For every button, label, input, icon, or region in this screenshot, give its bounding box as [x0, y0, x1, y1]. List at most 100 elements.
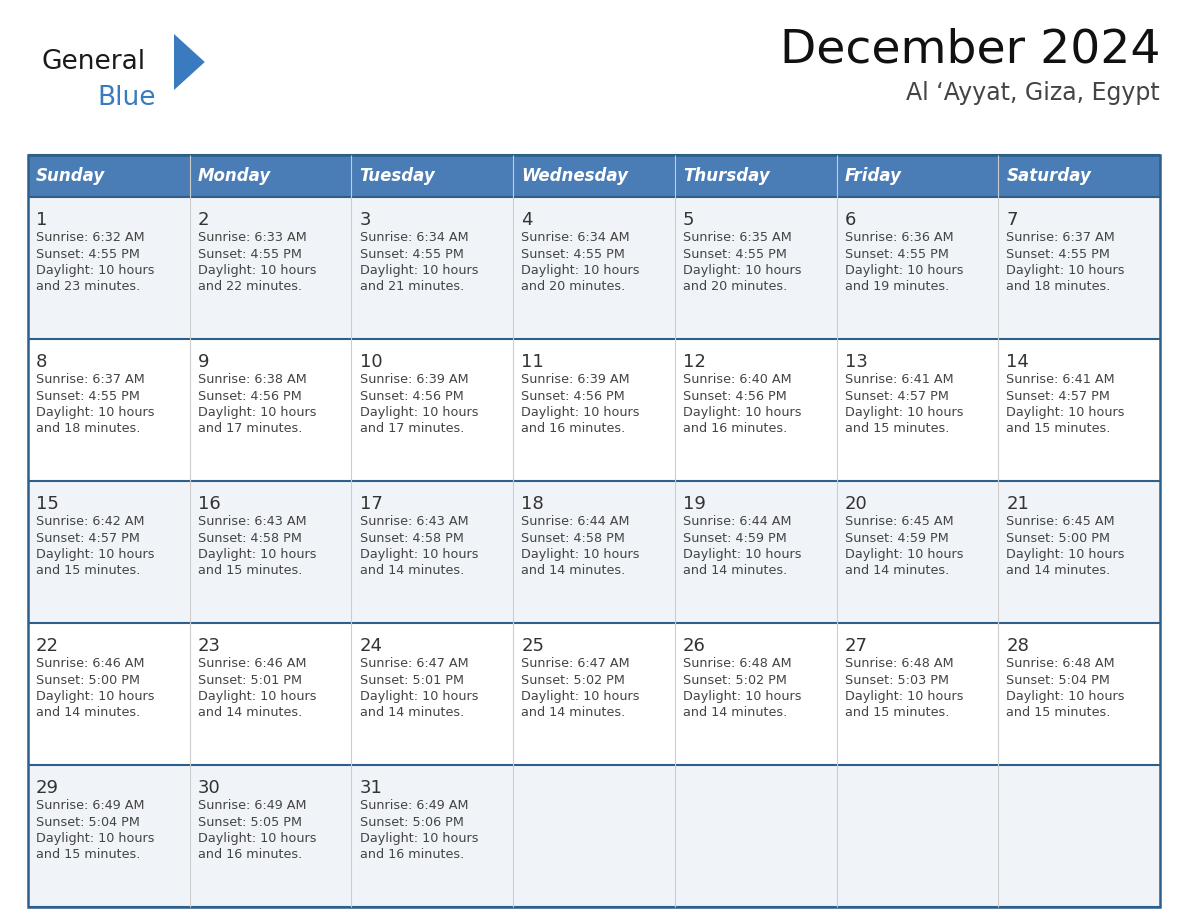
Text: Sunset: 4:57 PM: Sunset: 4:57 PM — [1006, 389, 1111, 402]
Bar — [352, 765, 513, 907]
Text: and 14 minutes.: and 14 minutes. — [197, 707, 302, 720]
Text: Sunrise: 6:45 AM: Sunrise: 6:45 AM — [845, 515, 953, 528]
Polygon shape — [173, 34, 204, 90]
Text: Sunset: 5:01 PM: Sunset: 5:01 PM — [197, 674, 302, 687]
Bar — [675, 481, 836, 623]
Text: and 14 minutes.: and 14 minutes. — [683, 707, 788, 720]
Bar — [836, 197, 998, 339]
Text: Sunset: 4:58 PM: Sunset: 4:58 PM — [197, 532, 302, 544]
Text: 20: 20 — [845, 495, 867, 513]
Text: Sunset: 5:04 PM: Sunset: 5:04 PM — [36, 815, 140, 829]
Text: Daylight: 10 hours: Daylight: 10 hours — [36, 832, 154, 845]
Text: Daylight: 10 hours: Daylight: 10 hours — [360, 406, 478, 419]
Text: 26: 26 — [683, 637, 706, 655]
Bar — [352, 339, 513, 481]
Bar — [29, 481, 190, 623]
Text: 22: 22 — [36, 637, 59, 655]
Text: Sunrise: 6:48 AM: Sunrise: 6:48 AM — [683, 657, 791, 670]
Text: and 16 minutes.: and 16 minutes. — [683, 422, 788, 435]
Text: Sunset: 4:59 PM: Sunset: 4:59 PM — [683, 532, 786, 544]
Text: Sunset: 5:00 PM: Sunset: 5:00 PM — [1006, 532, 1111, 544]
Text: and 14 minutes.: and 14 minutes. — [522, 707, 625, 720]
Text: Daylight: 10 hours: Daylight: 10 hours — [197, 832, 316, 845]
Bar — [836, 623, 998, 765]
Text: Daylight: 10 hours: Daylight: 10 hours — [845, 548, 963, 561]
Text: Daylight: 10 hours: Daylight: 10 hours — [360, 832, 478, 845]
Text: Sunrise: 6:34 AM: Sunrise: 6:34 AM — [360, 231, 468, 244]
Text: Daylight: 10 hours: Daylight: 10 hours — [360, 548, 478, 561]
Text: and 22 minutes.: and 22 minutes. — [197, 281, 302, 294]
Text: Daylight: 10 hours: Daylight: 10 hours — [1006, 264, 1125, 277]
Bar — [675, 765, 836, 907]
Bar — [29, 197, 190, 339]
Text: Daylight: 10 hours: Daylight: 10 hours — [1006, 406, 1125, 419]
Text: Daylight: 10 hours: Daylight: 10 hours — [845, 690, 963, 703]
Text: Sunset: 5:04 PM: Sunset: 5:04 PM — [1006, 674, 1111, 687]
Text: 7: 7 — [1006, 211, 1018, 229]
Bar — [190, 481, 352, 623]
Text: 27: 27 — [845, 637, 867, 655]
Text: Sunrise: 6:44 AM: Sunrise: 6:44 AM — [522, 515, 630, 528]
Text: Sunset: 4:55 PM: Sunset: 4:55 PM — [683, 248, 786, 261]
Text: Daylight: 10 hours: Daylight: 10 hours — [36, 264, 154, 277]
Text: and 16 minutes.: and 16 minutes. — [522, 422, 625, 435]
Text: and 14 minutes.: and 14 minutes. — [360, 565, 463, 577]
Text: and 20 minutes.: and 20 minutes. — [522, 281, 625, 294]
Text: General: General — [42, 49, 146, 75]
Text: 25: 25 — [522, 637, 544, 655]
Text: and 15 minutes.: and 15 minutes. — [1006, 422, 1111, 435]
Text: Daylight: 10 hours: Daylight: 10 hours — [1006, 690, 1125, 703]
Text: and 16 minutes.: and 16 minutes. — [197, 848, 302, 861]
Text: Sunrise: 6:47 AM: Sunrise: 6:47 AM — [360, 657, 468, 670]
Text: 16: 16 — [197, 495, 221, 513]
Text: Sunset: 4:55 PM: Sunset: 4:55 PM — [1006, 248, 1111, 261]
Text: Sunset: 4:56 PM: Sunset: 4:56 PM — [522, 389, 625, 402]
Text: Daylight: 10 hours: Daylight: 10 hours — [360, 690, 478, 703]
Text: Daylight: 10 hours: Daylight: 10 hours — [845, 406, 963, 419]
Text: 9: 9 — [197, 353, 209, 371]
Bar — [513, 623, 675, 765]
Text: Sunrise: 6:46 AM: Sunrise: 6:46 AM — [36, 657, 145, 670]
Bar — [836, 339, 998, 481]
Text: 15: 15 — [36, 495, 59, 513]
Bar — [836, 155, 998, 197]
Text: Sunset: 4:56 PM: Sunset: 4:56 PM — [197, 389, 302, 402]
Bar — [352, 155, 513, 197]
Text: Sunrise: 6:37 AM: Sunrise: 6:37 AM — [1006, 231, 1116, 244]
Text: Monday: Monday — [197, 167, 271, 185]
Text: Sunset: 4:55 PM: Sunset: 4:55 PM — [36, 248, 140, 261]
Text: Sunrise: 6:47 AM: Sunrise: 6:47 AM — [522, 657, 630, 670]
Bar — [352, 481, 513, 623]
Text: Sunrise: 6:45 AM: Sunrise: 6:45 AM — [1006, 515, 1116, 528]
Text: Sunset: 5:02 PM: Sunset: 5:02 PM — [522, 674, 625, 687]
Text: Sunset: 4:55 PM: Sunset: 4:55 PM — [36, 389, 140, 402]
Text: Sunrise: 6:39 AM: Sunrise: 6:39 AM — [360, 373, 468, 386]
Text: Sunrise: 6:33 AM: Sunrise: 6:33 AM — [197, 231, 307, 244]
Text: 19: 19 — [683, 495, 706, 513]
Text: 4: 4 — [522, 211, 532, 229]
Text: Sunrise: 6:43 AM: Sunrise: 6:43 AM — [360, 515, 468, 528]
Text: Sunrise: 6:36 AM: Sunrise: 6:36 AM — [845, 231, 953, 244]
Bar — [998, 155, 1159, 197]
Bar — [998, 339, 1159, 481]
Text: Daylight: 10 hours: Daylight: 10 hours — [683, 264, 802, 277]
Text: and 17 minutes.: and 17 minutes. — [360, 422, 463, 435]
Bar — [352, 197, 513, 339]
Text: and 14 minutes.: and 14 minutes. — [36, 707, 140, 720]
Text: 12: 12 — [683, 353, 706, 371]
Text: and 14 minutes.: and 14 minutes. — [522, 565, 625, 577]
Bar — [513, 155, 675, 197]
Text: 2: 2 — [197, 211, 209, 229]
Text: 29: 29 — [36, 779, 59, 797]
Text: Daylight: 10 hours: Daylight: 10 hours — [197, 264, 316, 277]
Text: and 14 minutes.: and 14 minutes. — [845, 565, 949, 577]
Text: Sunset: 5:03 PM: Sunset: 5:03 PM — [845, 674, 949, 687]
Text: 21: 21 — [1006, 495, 1029, 513]
Text: Sunset: 5:02 PM: Sunset: 5:02 PM — [683, 674, 786, 687]
Text: and 15 minutes.: and 15 minutes. — [36, 848, 140, 861]
Text: Sunrise: 6:49 AM: Sunrise: 6:49 AM — [197, 799, 307, 812]
Text: 8: 8 — [36, 353, 48, 371]
Text: Sunrise: 6:39 AM: Sunrise: 6:39 AM — [522, 373, 630, 386]
Bar — [513, 197, 675, 339]
Text: Sunset: 5:01 PM: Sunset: 5:01 PM — [360, 674, 463, 687]
